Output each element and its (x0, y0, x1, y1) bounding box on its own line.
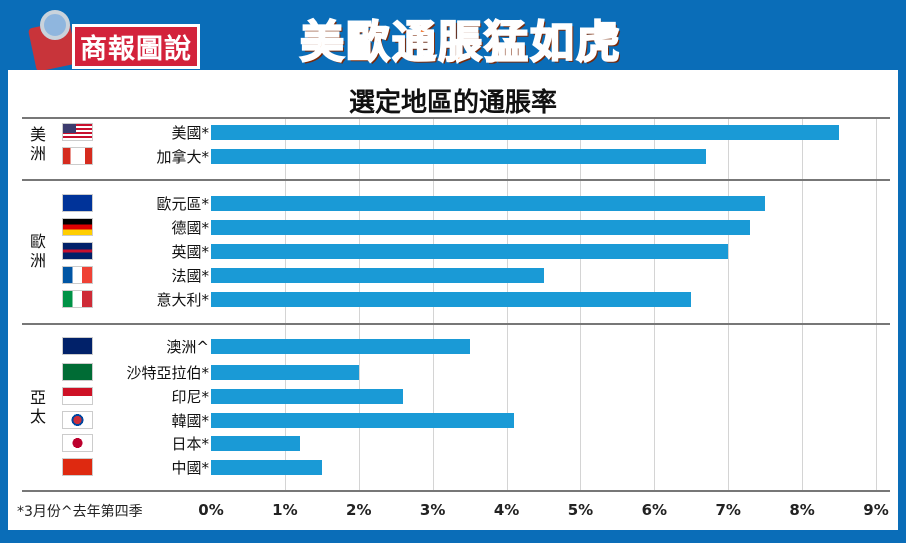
gridline (876, 118, 877, 490)
x-tick-label: 8% (789, 501, 815, 519)
bar-label: 美國* (171, 124, 209, 142)
flag-us-icon (62, 123, 93, 141)
bar-ca (211, 149, 707, 164)
magnifier-icon (40, 10, 70, 40)
bar-label: 韓國* (171, 412, 209, 430)
flag-kr-icon (62, 411, 93, 429)
logo-text: 商報圖說 (72, 24, 200, 69)
x-tick-label: 6% (641, 501, 668, 519)
bar-cn (211, 460, 322, 475)
flag-gb-icon (62, 242, 93, 260)
region-label: 歐洲 (29, 232, 46, 270)
logo: 商報圖說 (22, 6, 202, 72)
axis-divider (22, 117, 890, 119)
flag-it-icon (62, 290, 93, 308)
bar-id (211, 389, 404, 404)
bar-label: 加拿大* (156, 148, 209, 166)
flag-eu-icon (62, 194, 93, 212)
flag-id-icon (62, 387, 93, 405)
footnote: *3月份^去年第四季 (17, 504, 143, 520)
x-tick-label: 4% (493, 501, 520, 519)
bar-label: 印尼* (171, 388, 209, 406)
bar-label: 法國* (171, 267, 209, 285)
axis-divider (22, 490, 890, 492)
x-tick-label: 0% (198, 501, 224, 519)
x-tick-label: 3% (419, 501, 446, 519)
bar-label: 意大利* (156, 291, 209, 309)
headline: 美歐通脹猛如虎 (299, 16, 622, 69)
chart-title: 選定地區的通脹率 (348, 88, 557, 118)
bar-label: 日本* (171, 435, 209, 453)
flag-sa-icon (62, 363, 93, 381)
x-tick-label: 1% (272, 501, 298, 519)
flag-de-icon (62, 218, 93, 236)
bar-eu (211, 196, 766, 211)
axis-divider (22, 323, 890, 325)
bar-jp (211, 436, 300, 451)
bar-label: 英國* (171, 243, 209, 261)
axis-divider (22, 179, 890, 181)
flag-jp-icon (62, 434, 93, 452)
bar-kr (211, 413, 514, 428)
gridline (802, 118, 804, 490)
flag-ca-icon (62, 147, 93, 165)
flag-fr-icon (62, 266, 93, 284)
flag-au-icon (62, 337, 93, 355)
x-tick-label: 5% (567, 501, 594, 519)
x-tick-label: 9% (863, 501, 889, 519)
bar-de (211, 220, 751, 235)
bar-label: 德國* (171, 219, 209, 237)
x-tick-label: 2% (346, 501, 372, 519)
gridline (728, 118, 730, 490)
x-tick-label: 7% (715, 501, 741, 519)
bar-au (211, 339, 470, 354)
bar-it (211, 292, 692, 307)
bar-label: 中國* (171, 459, 209, 477)
bar-label: 沙特亞拉伯* (126, 364, 209, 382)
bar-gb (211, 244, 729, 259)
flag-cn-icon (62, 458, 93, 476)
region-label: 美洲 (29, 125, 46, 163)
bar-label: 澳洲^ (166, 338, 209, 356)
bar-sa (211, 365, 359, 380)
bar-label: 歐元區* (156, 195, 209, 213)
bar-fr (211, 268, 544, 283)
region-label: 亞太 (29, 387, 46, 426)
bar-us (211, 125, 840, 140)
